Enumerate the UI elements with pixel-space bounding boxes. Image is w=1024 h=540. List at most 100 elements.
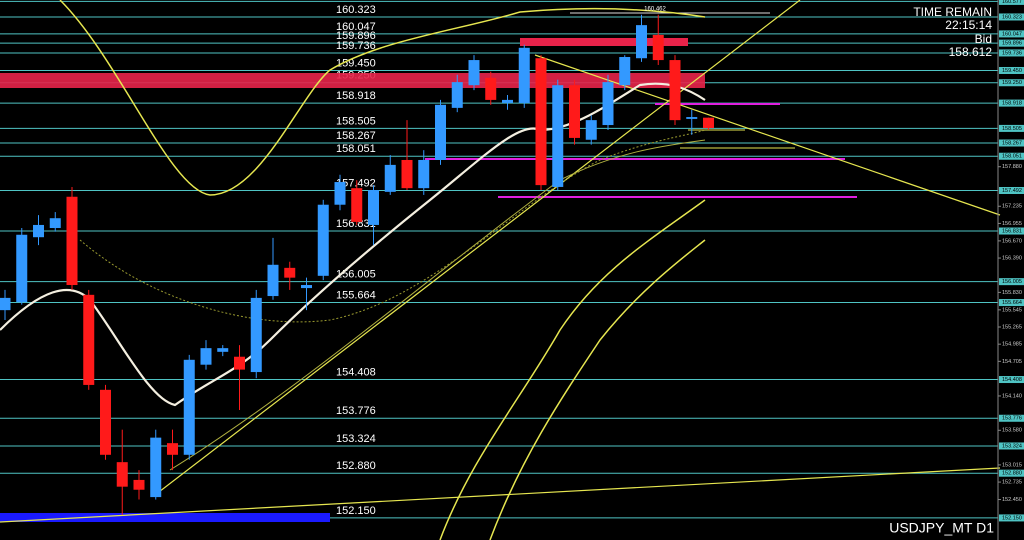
candle-body — [66, 196, 78, 286]
levels: 160.577160.323160.047159.896159.736159.4… — [0, 0, 998, 519]
level-axis-label: 159.896 — [1002, 41, 1022, 47]
candle-body — [33, 224, 44, 238]
level-box — [999, 414, 1024, 422]
level-axis-label: 158.267 — [1002, 140, 1022, 146]
level-label: 153.324 — [336, 433, 376, 445]
resistance-zone — [0, 73, 705, 88]
ma-line — [79, 129, 706, 323]
candle-body — [16, 234, 28, 303]
level-label: 156.005 — [336, 269, 376, 281]
level-label: 158.267 — [336, 130, 376, 142]
candle-body — [368, 190, 379, 225]
candle-body — [502, 99, 513, 103]
candle-body — [669, 60, 681, 121]
candle-body — [535, 58, 547, 186]
candle-body — [569, 85, 580, 138]
candle-body — [167, 443, 178, 455]
level-label: 153.776 — [336, 405, 376, 417]
y-tick-label: 156.670 — [1002, 238, 1022, 244]
level-axis-label: 160.047 — [1002, 31, 1022, 37]
y-tick-label: 153.580 — [1002, 428, 1022, 434]
candle-body — [301, 285, 312, 289]
level-box — [999, 39, 1024, 47]
level-box — [999, 514, 1024, 522]
candle-body — [116, 462, 128, 487]
candle-body — [636, 25, 647, 59]
candle-body — [217, 348, 229, 352]
y-tick-label: 152.450 — [1002, 497, 1022, 503]
level-box — [999, 30, 1024, 38]
y-tick-label: 152.735 — [1002, 480, 1022, 486]
candle-body — [0, 297, 11, 311]
y-tick-label: 154.985 — [1002, 342, 1022, 348]
candle-body — [317, 204, 329, 276]
lower-band — [489, 239, 706, 540]
candle-body — [351, 188, 363, 222]
candle-body — [83, 294, 95, 385]
candle-body — [552, 85, 564, 187]
candle-body — [585, 120, 597, 140]
y-tick-label: 154.705 — [1002, 359, 1022, 365]
bid-label: Bid — [975, 32, 992, 46]
bid: 158.612 — [949, 45, 993, 59]
candle-body — [49, 218, 61, 229]
indicators — [0, 0, 1001, 540]
candle-body — [267, 264, 279, 297]
candle-body — [234, 356, 245, 370]
candle-body — [150, 437, 162, 498]
candle-body — [602, 82, 614, 126]
y-tick-label: 156.390 — [1002, 256, 1022, 262]
candle-body — [200, 348, 212, 365]
level-box — [999, 124, 1024, 132]
y-tick-label: 157.880 — [1002, 164, 1022, 170]
y-tick-label: 155.265 — [1002, 324, 1022, 330]
candle-body — [284, 267, 296, 278]
candle-body — [652, 34, 664, 61]
level-label: 160.047 — [336, 21, 376, 33]
level-axis-label: 157.492 — [1002, 188, 1022, 194]
y-tick-label: 155.545 — [1002, 307, 1022, 313]
level-box — [999, 227, 1024, 235]
candle-body — [418, 159, 430, 189]
level-label: 158.051 — [336, 143, 376, 155]
level-label: 152.880 — [336, 460, 376, 472]
candle-body — [384, 164, 396, 192]
candle-body — [518, 47, 530, 103]
candle-body — [686, 117, 698, 119]
level-axis-label: 159.250 — [1002, 80, 1022, 86]
level-box — [999, 49, 1024, 57]
resistance-zone — [520, 38, 688, 46]
level-label: 160.323 — [336, 4, 376, 16]
level-box — [999, 278, 1024, 286]
candle-body — [401, 159, 413, 189]
time-remain: 22:15:14 — [945, 18, 992, 32]
candle-body — [435, 104, 446, 160]
level-axis-label: 153.776 — [1002, 416, 1022, 422]
level-box — [999, 152, 1024, 160]
level-label: 158.505 — [336, 115, 376, 127]
level-axis-label: 152.150 — [1002, 515, 1022, 521]
candle-body — [485, 77, 497, 100]
candle-body — [468, 60, 480, 86]
level-box — [999, 187, 1024, 195]
level-label: 159.450 — [336, 57, 376, 69]
level-box — [999, 442, 1024, 450]
level-box — [999, 469, 1024, 477]
white-ma — [0, 82, 706, 407]
level-box — [999, 66, 1024, 74]
level-box — [999, 0, 1024, 5]
level-axis-label: 160.323 — [1002, 14, 1022, 20]
upper-band — [59, 0, 706, 196]
level-box — [999, 99, 1024, 107]
level-label: 155.664 — [336, 289, 376, 301]
candle-body — [100, 389, 111, 455]
level-box — [999, 79, 1024, 87]
level-axis-label: 158.918 — [1002, 101, 1022, 107]
candle-body — [183, 359, 195, 455]
level-axis-label: 156.831 — [1002, 228, 1022, 234]
level-axis-label: 156.005 — [1002, 279, 1022, 285]
ma-line — [169, 139, 706, 471]
level-label: 159.736 — [336, 40, 376, 52]
